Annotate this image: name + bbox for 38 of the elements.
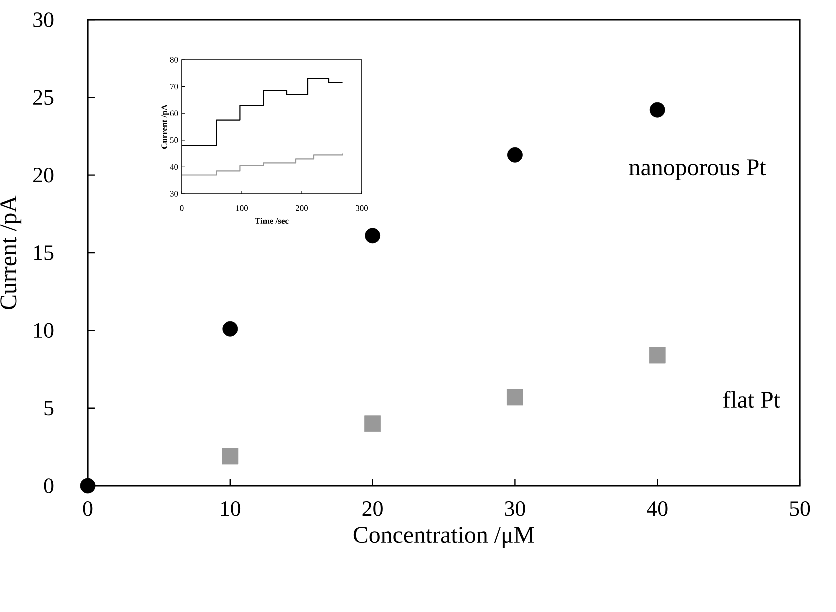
point bbox=[364, 416, 382, 432]
y-tick-label: 20 bbox=[34, 168, 54, 183]
x-tick-label: 30 bbox=[505, 501, 526, 516]
point bbox=[508, 147, 523, 163]
x-tick-label: 0 bbox=[180, 205, 184, 212]
y-axis-title: Current /pA bbox=[0, 196, 22, 310]
y-tick-label: 70 bbox=[170, 84, 178, 90]
x-axis-title: Time /sec bbox=[255, 218, 289, 224]
point bbox=[222, 321, 238, 337]
x-tick-label: 0 bbox=[83, 501, 93, 516]
y-tick-label: 80 bbox=[170, 57, 178, 63]
y-tick-label: 0 bbox=[44, 478, 54, 494]
y-tick-label: 60 bbox=[170, 110, 178, 116]
x-tick-label: 300 bbox=[356, 205, 368, 212]
point bbox=[507, 389, 524, 406]
y-tick-label: 50 bbox=[170, 138, 178, 144]
point bbox=[650, 102, 666, 118]
y-tick-label: 30 bbox=[34, 12, 54, 28]
text: nanoporous Pt bbox=[629, 160, 766, 180]
x-tick-label: 40 bbox=[647, 501, 668, 516]
point bbox=[365, 228, 381, 244]
x-axis-title: Concentration /μM bbox=[354, 527, 534, 548]
point bbox=[649, 347, 666, 364]
y-tick-label: 10 bbox=[34, 323, 54, 338]
point bbox=[222, 448, 239, 465]
x-tick-label: 50 bbox=[790, 501, 810, 516]
x-tick-label: 20 bbox=[362, 501, 383, 516]
x-tick-label: 100 bbox=[236, 205, 248, 212]
point bbox=[80, 478, 96, 494]
text: flat Pt bbox=[723, 391, 780, 408]
y-tick-label: 25 bbox=[34, 90, 54, 106]
x-tick-label: 200 bbox=[296, 205, 308, 212]
y-tick-label: 40 bbox=[170, 164, 178, 170]
y-tick-label: 5 bbox=[44, 401, 54, 416]
y-tick-label: 15 bbox=[34, 246, 54, 260]
x-tick-label: 10 bbox=[221, 501, 241, 516]
y-tick-label: 30 bbox=[170, 191, 178, 197]
y-axis-title: Current /pA bbox=[162, 104, 170, 149]
